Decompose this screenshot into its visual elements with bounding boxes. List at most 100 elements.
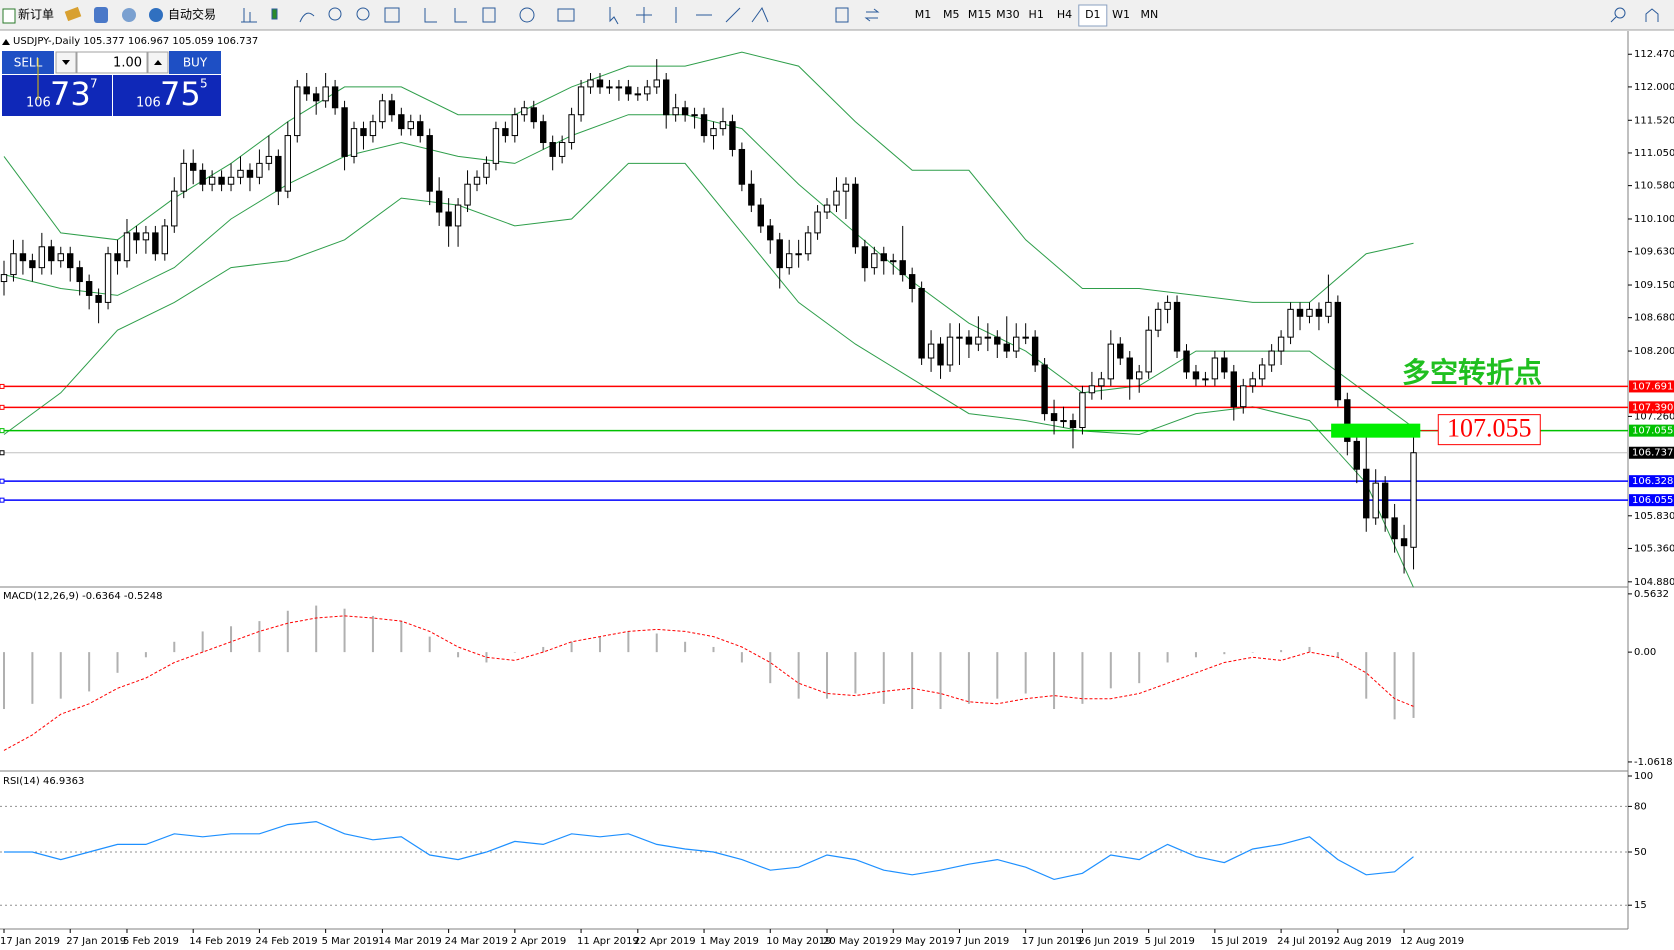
period-buttons[interactable]: M1 M5 M15 M30 H1 H4 D1 W1 MN [915,8,1159,21]
period-icon[interactable] [519,7,535,23]
candle-body [246,169,254,178]
period-button[interactable]: H1 [1029,8,1044,21]
macd-bar [1166,652,1169,663]
candle-body [1391,517,1398,540]
chart-menu-icon[interactable] [2,39,10,45]
ask-box[interactable] [113,75,221,116]
period-button[interactable]: W1 [1112,8,1130,21]
candle-chart-icon[interactable] [271,8,278,20]
search-icon[interactable] [1614,7,1626,19]
candle-body [1344,399,1351,442]
x-tick-label: 29 May 2019 [889,936,954,947]
y-tick-label: 80 [1634,801,1647,812]
period-button[interactable]: M30 [996,8,1020,21]
candle-body [104,253,112,303]
candle-body [1315,308,1323,317]
candle-body [549,142,556,157]
candle-body [521,107,528,116]
price-line-handle [0,404,5,410]
buy-button[interactable] [169,51,221,74]
tile-icon[interactable] [384,7,400,23]
search-handle[interactable] [1610,8,1659,23]
candle-body [1287,308,1294,338]
period-button[interactable]: D1 [1085,8,1100,21]
bid-big[interactable]: 106 [26,96,51,111]
macd-bar [457,652,460,658]
candle-body [700,114,708,137]
sell-label[interactable]: SELL [14,56,43,70]
candle-body [1126,357,1133,380]
price-label-box [1629,475,1674,488]
lot-input[interactable] [76,51,148,74]
indicator-icon[interactable] [482,7,496,23]
macd-bar [854,652,857,694]
down-arrow[interactable] [62,60,70,65]
y-tick-label: 108.680 [1634,313,1674,324]
cursor-icon[interactable] [609,7,619,25]
candle-body [426,135,433,192]
auto-trading-icon[interactable] [149,8,163,22]
auto-trading-button[interactable]: 自动交易 [168,7,216,22]
period-button[interactable]: H4 [1057,8,1072,21]
period-button[interactable]: M5 [943,8,960,21]
up-arrow[interactable] [154,60,162,65]
ask-pip[interactable]: 5 [200,77,208,91]
macd-bar [173,641,176,653]
macd-bar [570,641,573,653]
x-tick-label: 2 Aug 2019 [1334,936,1392,947]
macd-bar [1308,646,1311,653]
price-line-handle [0,428,5,434]
line-chart-icon[interactable] [299,12,315,23]
chart-tools[interactable] [241,6,1659,25]
icon[interactable] [64,6,82,22]
price-label-box [1629,424,1674,437]
period-button[interactable]: M1 [915,8,932,21]
candle-body [937,343,944,366]
icon[interactable] [122,8,136,22]
candle-body [1240,385,1247,408]
macd-bar [144,652,147,658]
period-button[interactable]: M15 [968,8,992,21]
candle-body [1041,364,1048,415]
candle-body [1154,308,1162,331]
zoom-out-icon[interactable] [356,7,370,21]
candle-body [1031,336,1039,366]
lot-value[interactable]: 1.00 [113,56,142,71]
candle-body [1400,538,1408,547]
ask-main[interactable]: 75 [160,75,201,113]
x-tick-label: 14 Mar 2019 [378,936,441,947]
candle-body [587,79,594,88]
period-button[interactable]: MN [1141,8,1159,21]
crosshair-icon[interactable] [636,7,652,23]
new-order-button[interactable]: 新订单 [18,7,54,22]
icon[interactable] [94,7,108,23]
ask-big[interactable]: 106 [136,96,161,111]
text-icon[interactable] [835,7,849,23]
bid-pip[interactable]: 7 [90,77,98,91]
candle-body [407,121,414,130]
template-icon[interactable] [557,8,575,22]
candle-body [123,232,131,262]
arrows-icon[interactable] [864,8,880,22]
macd-bar [1053,652,1056,710]
candle-body [1173,301,1181,352]
bid-main[interactable]: 73 [50,75,91,113]
sell-button[interactable] [2,51,54,74]
candle-body [1003,343,1010,352]
y-tick-label: 111.050 [1634,148,1674,159]
zoom-in-icon[interactable] [328,7,342,21]
x-tick-label: 26 Jun 2019 [1078,936,1138,947]
macd-bar [400,621,403,653]
candle-body [994,336,1001,345]
fibo-icon[interactable] [751,6,769,23]
candle-body [445,211,452,227]
candle-body [322,86,329,102]
new-order-icon[interactable] [2,8,16,24]
bar-chart-icon[interactable] [241,8,257,23]
line-tools[interactable] [675,7,741,23]
shift-icons[interactable] [424,8,467,23]
macd-bar [740,652,743,663]
bid-box[interactable] [2,75,112,116]
buy-label[interactable]: BUY [183,56,208,70]
candle-body [1372,482,1379,519]
